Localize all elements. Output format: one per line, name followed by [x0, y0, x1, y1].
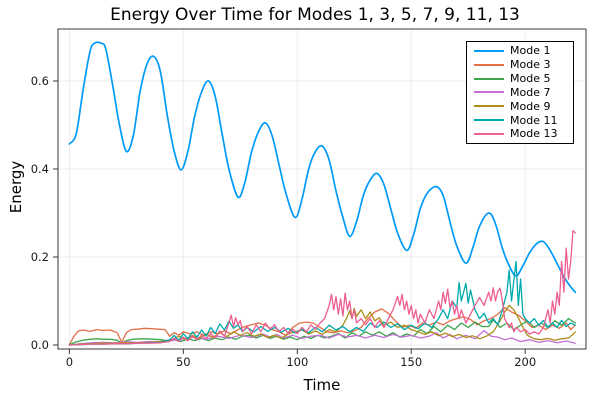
- y-tick-label: 0.0: [31, 338, 49, 352]
- legend-line-mode-5: [474, 77, 504, 80]
- legend-label: Mode 1: [510, 44, 551, 58]
- series-line-mode-5: [68, 317, 576, 346]
- x-tick-label: 100: [286, 355, 308, 369]
- legend-entry: Mode 5: [474, 73, 573, 84]
- legend-line-mode-3: [474, 63, 504, 66]
- legend-entry: Mode 7: [474, 87, 573, 98]
- x-tick-label: 150: [400, 355, 422, 369]
- legend-entry: Mode 11: [474, 115, 573, 126]
- x-tick-label: 50: [176, 355, 191, 369]
- series-line-mode-11: [68, 260, 576, 346]
- tick-marks: [53, 80, 526, 354]
- legend-label: Mode 3: [510, 58, 551, 72]
- y-tick-label: 0.2: [31, 250, 49, 264]
- legend-line-mode-9: [474, 105, 504, 108]
- legend-line-mode-13: [474, 132, 504, 135]
- y-tick-label: 0.4: [31, 162, 49, 176]
- legend-label: Mode 9: [510, 99, 551, 113]
- chart-title: Energy Over Time for Modes 1, 3, 5, 7, 9…: [110, 5, 520, 25]
- tick-labels: 0 50 100 150 200 0.0 0.2 0.4 0.6: [31, 74, 536, 369]
- legend-entry: Mode 3: [474, 59, 573, 70]
- legend-label: Mode 7: [510, 85, 551, 99]
- legend-entry: Mode 1: [474, 45, 573, 56]
- legend-label: Mode 11: [510, 113, 558, 127]
- x-tick-label: 0: [66, 355, 73, 369]
- legend-entry: Mode 13: [474, 128, 573, 139]
- legend-label: Mode 13: [510, 127, 558, 141]
- legend-line-mode-11: [474, 119, 504, 122]
- y-tick-label: 0.6: [31, 74, 49, 88]
- series-line-mode-1: [68, 41, 577, 294]
- y-axis-label: Energy: [7, 160, 25, 214]
- plot-frame: [57, 28, 587, 350]
- series-line-mode-3: [68, 306, 576, 346]
- x-tick-label: 200: [514, 355, 536, 369]
- series-line-mode-13: [68, 229, 576, 346]
- legend-label: Mode 5: [510, 72, 551, 86]
- x-axis-label: Time: [303, 376, 341, 394]
- legend: Mode 1 Mode 3 Mode 5 Mode 7 Mode 9 Mode 11 Mod…: [466, 41, 574, 144]
- legend-line-mode-1: [474, 49, 504, 52]
- legend-line-mode-7: [474, 91, 504, 94]
- series-group: [68, 41, 577, 346]
- legend-entry: Mode 9: [474, 101, 573, 112]
